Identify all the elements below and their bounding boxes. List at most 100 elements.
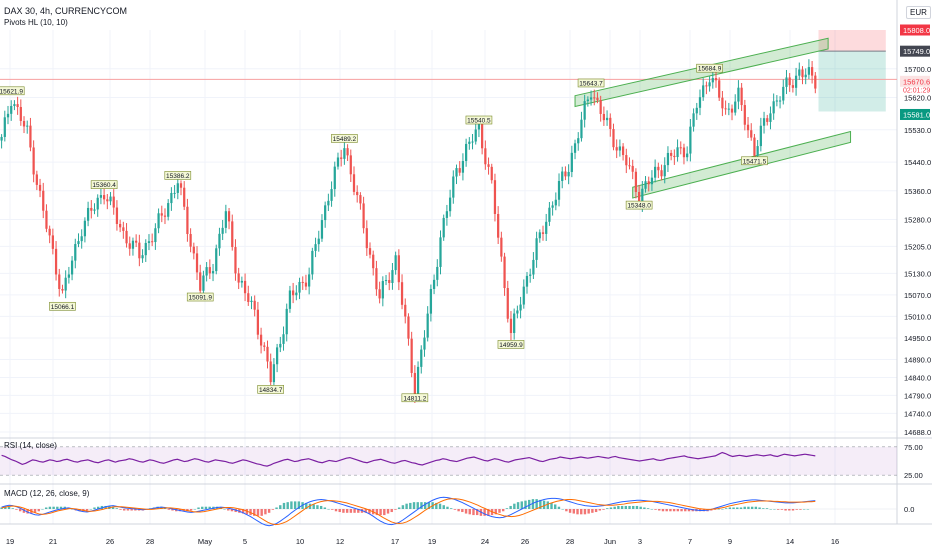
rsi-tick-label: 75.00 [904,443,923,452]
candle-body [605,117,609,121]
macd-histogram-bar [687,509,691,512]
time-tick-label: 5 [243,537,247,546]
time-tick-label: 28 [146,537,154,546]
candle-body [122,227,125,231]
macd-histogram-bar [661,509,665,512]
candle-body [557,180,561,200]
macd-histogram-bar [204,506,208,509]
grid [0,0,932,525]
macd-histogram-bar [594,509,598,513]
macd-histogram-bar [427,502,431,509]
candle-body [320,220,324,239]
pivot-label-box [741,156,768,166]
chart-title: DAX 30, 4h, CURRENCYCOM [4,6,128,16]
candle-body [275,347,279,365]
candle-body [740,87,743,106]
candle-body [157,213,160,229]
macd-histogram-bar [773,509,776,510]
macd-histogram-bar [397,507,401,509]
pivot-label: 15684.9 [698,66,722,73]
candle-body [481,122,484,149]
macd-histogram-bar [524,500,527,509]
candle-body [692,113,695,127]
currency-button[interactable]: EUR [906,6,931,19]
rsi-line [1,451,816,467]
candle-body [810,67,814,76]
candle-body [621,146,625,156]
candle-body [631,165,634,172]
macd-histogram-bar [41,509,44,510]
candle-body [240,280,243,283]
macd-histogram-bar [375,509,379,516]
candle-body [554,199,557,206]
macd-histogram-bar [134,509,137,511]
macd-histogram-bar [290,501,293,509]
price-tick-label: 15280.0 [904,216,931,225]
candle-body [160,213,163,216]
time-tick-label: Jun [604,537,616,546]
candle-body [522,286,525,305]
candle-body [324,205,327,221]
macd-histogram-bar [580,509,583,515]
candle-body [618,146,622,151]
candle-body [513,313,516,334]
macd-histogram-bar [449,508,453,509]
candle-body [628,165,631,167]
candle-body [237,273,240,283]
pivot-label: 15066.1 [51,304,75,311]
candle-body [202,275,205,291]
macd-histogram-bar [587,509,590,514]
macd-tick-label: 0.0 [904,505,914,514]
macd-histogram-bar [305,502,308,509]
candle-body [413,372,416,396]
candle-body [211,271,215,274]
macd-histogram-bar [520,501,523,509]
time-tick-label: 26 [521,537,529,546]
candle-body [644,181,647,189]
candle-body [397,255,400,283]
macd-histogram-bar [483,509,486,516]
candle-body [529,274,532,276]
candle-body [737,87,740,102]
macd-histogram-bar [498,509,501,513]
candle-body [221,227,224,234]
macd-histogram-bar [539,499,542,509]
macd-histogram-bar [390,509,393,513]
price-tick-label: 14840.0 [904,373,931,382]
macd-histogram-bar [44,507,48,509]
candle-body [35,174,38,185]
macd-histogram-bar [70,509,74,510]
macd-histogram-bar [7,506,11,509]
candle-body [67,274,70,278]
candle-body [308,274,311,287]
candle-body [163,215,167,217]
candle-body [791,85,795,88]
candle-body [199,272,202,291]
candle-body [0,136,3,141]
macd-histogram-bar [59,506,63,509]
candle-body [468,141,471,144]
candle-body [637,191,641,205]
candle-body [70,260,74,275]
macd-histogram-bar [97,506,100,509]
candle-body [292,290,295,296]
macd-histogram-bar [130,509,133,511]
macd-histogram-bar [208,506,211,509]
macd-histogram-bar [241,509,245,514]
candle-body [798,69,801,76]
macd-histogram-bar [37,509,40,512]
candle-body [378,289,381,299]
time-tick-label: 19 [428,537,436,546]
macd-histogram-bar [171,509,174,511]
candle-body [250,300,253,302]
macd-histogram-bar [383,509,386,516]
candle-body [721,97,724,109]
macd-histogram-bar [319,505,323,509]
stop-badge: 15808.0 [903,26,930,35]
candle-body [176,183,179,193]
macd-histogram-bar [11,508,14,509]
candle-body [775,100,778,102]
stop-badge-bg [900,24,930,36]
